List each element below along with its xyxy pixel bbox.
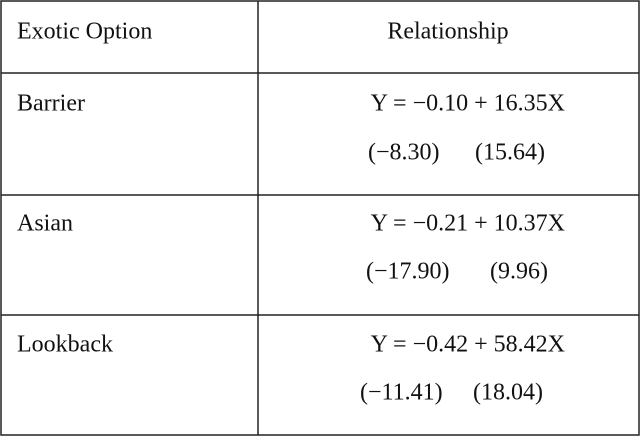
t-stat: (−11.41) bbox=[360, 380, 443, 406]
option-name: Barrier bbox=[17, 91, 85, 117]
option-name: Lookback bbox=[17, 332, 113, 358]
t-stat: (18.04) bbox=[473, 380, 543, 406]
t-stat: (−8.30) bbox=[368, 140, 440, 166]
equation: Y = −0.42 + 58.42X bbox=[371, 332, 565, 358]
t-stat: (15.64) bbox=[475, 140, 545, 166]
header-cell: Relationship bbox=[387, 19, 508, 45]
equation: Y = −0.10 + 16.35X bbox=[371, 91, 565, 117]
header-cell: Exotic Option bbox=[17, 19, 152, 45]
t-stat: (−17.90) bbox=[366, 259, 450, 285]
equation: Y = −0.21 + 10.37X bbox=[371, 211, 565, 237]
t-stat: (9.96) bbox=[490, 259, 548, 285]
option-name: Asian bbox=[17, 211, 73, 237]
